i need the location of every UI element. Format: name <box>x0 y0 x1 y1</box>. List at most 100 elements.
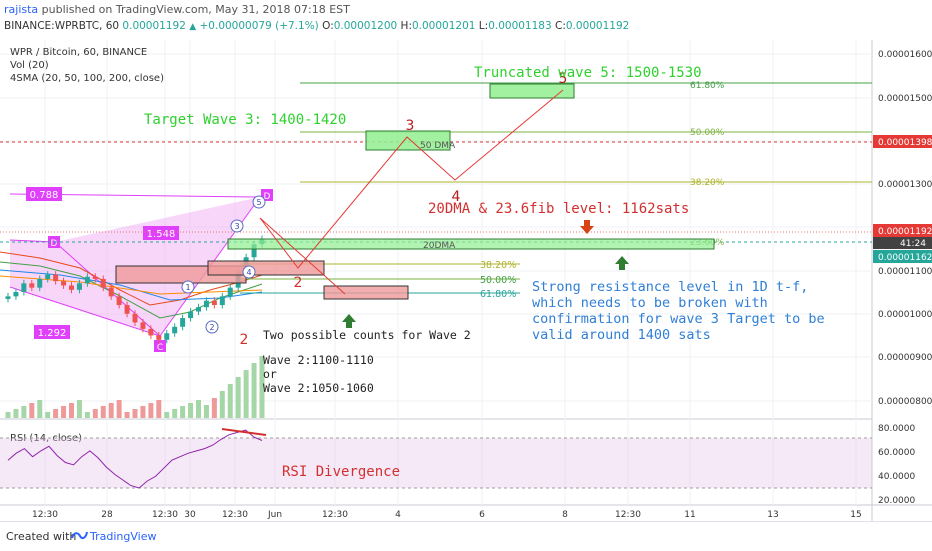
time-tick-7: 12:30 <box>322 510 348 520</box>
volume-bar <box>13 409 19 418</box>
volume-bar <box>45 412 51 418</box>
volume-bar <box>172 409 178 418</box>
candle-body <box>61 281 67 286</box>
price-badge-green-text: 0.00001162 <box>878 253 932 263</box>
time-tick-2: 28 <box>101 510 113 520</box>
volume-bar <box>140 406 146 418</box>
pattern-point-c-box <box>154 340 166 352</box>
tradingview-link[interactable]: TradingView <box>90 530 157 543</box>
pattern-line-xc <box>9 286 161 337</box>
candle-body <box>29 283 35 288</box>
dma50-label: 50 DMA <box>420 141 456 151</box>
author-link[interactable]: rajista <box>4 3 39 16</box>
candle-body <box>76 283 82 290</box>
price-badge-target-text: 0.00001398 <box>878 138 932 148</box>
candle-body <box>69 285 74 290</box>
price-tick-800: 0.00000800 <box>878 397 932 407</box>
price-axis[interactable]: 0.00001600 0.00001500 0.00001300 0.00001… <box>878 50 932 407</box>
rsi-divergence-text: RSI Divergence <box>282 464 400 480</box>
volume-bar <box>5 412 11 418</box>
candle-body <box>172 326 178 334</box>
candle-body <box>124 305 130 314</box>
change-value: +0.00000079 (+7.1%) <box>199 20 319 32</box>
wave-projection-b <box>259 217 346 295</box>
rsi-tick-40: 40.0000 <box>878 472 915 482</box>
close-label: C: <box>555 20 566 32</box>
candle-body <box>84 276 90 284</box>
wave-projection-a <box>259 89 564 269</box>
circle-5: 5 <box>256 198 261 207</box>
legend-rsi: RSI (14, close) <box>10 433 82 444</box>
volume-bar <box>124 412 130 418</box>
published-text: published on TradingView.com, May 31, 20… <box>41 3 350 16</box>
volume-bar <box>116 400 122 418</box>
time-tick-9: 6 <box>479 510 485 520</box>
wave-2b-label: 2 <box>240 332 249 348</box>
circle-1: 1 <box>185 283 190 292</box>
volume-bar <box>235 377 241 418</box>
pattern-label-1292-box <box>34 325 70 339</box>
price-badge-timer-text: 41:24 <box>900 239 926 249</box>
price-tick-1500: 0.00001500 <box>878 94 932 104</box>
pattern-point-c: C <box>157 343 163 353</box>
volume-bar <box>76 400 82 418</box>
candle-body <box>45 274 51 279</box>
resistance-text-4: valid around 1400 sats <box>532 327 711 343</box>
candle-body <box>37 278 43 288</box>
wave2a-text: Wave 2:1100-1110 <box>263 353 374 367</box>
fib-low-382-label: 38.20% <box>480 260 516 271</box>
rsi-pane[interactable] <box>0 418 872 504</box>
candle-body <box>164 333 170 340</box>
resistance-text-3: confirmation for wave 3 Target to be <box>532 311 825 327</box>
volume-bar <box>243 370 249 418</box>
fib-low-50-label: 50.00% <box>480 275 516 286</box>
legend-vol: Vol (20) <box>10 60 49 71</box>
legend-sma: 4SMA (20, 50, 100, 200, close) <box>10 73 164 84</box>
chart-canvas[interactable]: WPR / Bitcoin, 60, BINANCE Vol (20) 4SMA… <box>0 40 932 521</box>
arrow-up-icon <box>342 314 356 328</box>
time-axis[interactable]: 12:30 28 12:30 30 12:30 Jun 12:30 4 6 8 … <box>32 510 862 520</box>
price-badge-last <box>873 224 932 237</box>
two-counts-text: Two possible counts for Wave 2 <box>263 328 471 342</box>
wave5-target-box <box>489 83 575 99</box>
fib-low-618-label: 61.80% <box>480 289 516 300</box>
pattern-label-0788-box <box>26 187 62 201</box>
candle-body <box>53 274 59 282</box>
wave-2-label: 2 <box>294 275 303 291</box>
pattern-label-0788: 0.788 <box>30 190 59 201</box>
volume-bar <box>196 400 201 418</box>
pattern-label-1548-box <box>143 226 179 240</box>
circle-4: 4 <box>246 268 251 277</box>
price-tick-1300: 0.00001300 <box>878 180 932 190</box>
legend-title: WPR / Bitcoin, 60, BINANCE <box>10 47 147 58</box>
rsi-tick-20: 20.0000 <box>878 496 915 506</box>
volume-bar <box>164 412 170 418</box>
time-tick-14: 15 <box>850 510 861 520</box>
time-tick-1: 12:30 <box>32 510 58 520</box>
ohlc-line: BINANCE:WPRBTC, 60 0.00001192 ▲ +0.00000… <box>4 20 629 32</box>
rsi-axis[interactable]: 80.0000 60.0000 40.0000 20.0000 <box>878 424 915 506</box>
volume-bar <box>108 403 114 418</box>
wave2b-text: Wave 2:1050-1060 <box>263 381 374 395</box>
wave-circles <box>181 195 266 334</box>
candle-body <box>92 276 98 279</box>
up-triangle-icon: ▲ <box>189 22 197 32</box>
arrow-down-icon <box>580 220 594 234</box>
low-value: 0.00001183 <box>488 20 552 32</box>
price-tick-900: 0.00000900 <box>878 353 932 363</box>
arrow-up-icon-2 <box>615 256 629 270</box>
rsi-tick-60: 60.0000 <box>878 448 915 458</box>
time-tick-8: 4 <box>395 510 401 520</box>
wave-3-label: 3 <box>406 118 415 134</box>
fib-top-618-label: 61.80% <box>690 81 725 91</box>
volume-bar <box>188 403 194 418</box>
candle-body <box>132 313 138 323</box>
price-badge-last-text: 0.00001192 <box>878 227 932 237</box>
tradingview-logo-icon <box>71 531 88 540</box>
rsi-tick-80: 80.0000 <box>878 424 915 434</box>
time-tick-6: Jun <box>267 510 282 520</box>
candle-body <box>108 287 114 297</box>
footer: Created with TradingView <box>0 521 932 551</box>
price-tick-1000: 0.00001000 <box>878 310 932 320</box>
high-value: 0.00001201 <box>411 20 476 32</box>
